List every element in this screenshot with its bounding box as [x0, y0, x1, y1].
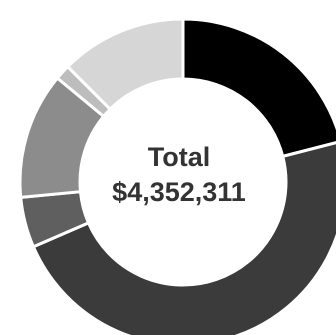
donut-segment-6 [65, 17, 185, 112]
donut-segments [18, 17, 336, 335]
donut-segment-2 [31, 141, 336, 335]
donut-segment-1 [181, 17, 336, 159]
center-total-label: Total [148, 142, 211, 172]
center-total-value: $4,352,311 [112, 177, 246, 207]
